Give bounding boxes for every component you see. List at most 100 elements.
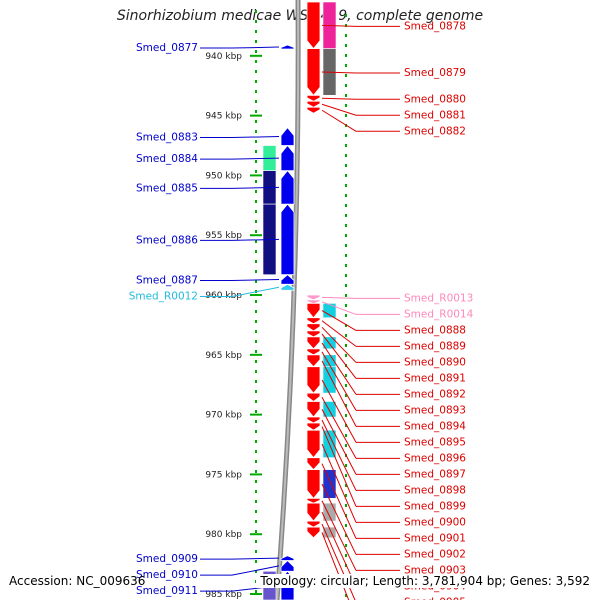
label-leader [321,71,357,74]
guide-dot [255,20,257,23]
guide-dot [255,450,257,453]
guide-dot [255,110,257,113]
guide-dot [255,90,257,93]
guide-dot [345,554,347,557]
guide-dot [345,394,347,397]
guide-dot [345,84,347,87]
guide-dot [345,24,347,27]
label-leader [321,296,357,299]
reverse-gene-arrow [306,457,321,471]
label-leader [321,24,357,27]
guide-dot [255,400,257,403]
guide-dot [255,460,257,463]
gene-label: Smed_0883 [136,132,198,144]
guide-dot [345,434,347,437]
guide-dot [255,370,257,373]
guide-dot [255,430,257,433]
guide-dot [345,504,347,507]
guide-dot [255,150,257,153]
forward-gene-arrow [280,144,295,172]
guide-dot [345,284,347,287]
reverse-gene-arrow [306,294,321,301]
guide-dot [255,300,257,303]
gene-label: Smed_0911 [136,585,198,597]
label-leader [321,379,357,443]
genome-summary: Topology: circular; Length: 3,781,904 bp… [256,574,590,588]
label-leader [321,483,357,555]
guide-dot [345,234,347,237]
reverse-domain-block [322,526,337,539]
gene-label: Smed_0898 [404,484,466,496]
guide-dot [255,140,257,143]
guide-dot [255,280,257,283]
ruler-tick-label: 980 kbp [205,530,242,540]
reverse-domain-block [322,336,337,350]
gene-label: Smed_0879 [404,67,466,79]
label-leader [321,500,357,571]
guide-dot [345,384,347,387]
reverse-gene-arrow [306,100,321,108]
guide-dot [345,144,347,147]
guide-dot [345,104,347,107]
reverse-domain-block [322,469,337,499]
guide-dot [255,380,257,383]
reverse-gene-arrow [306,348,321,356]
label-leader [321,301,357,315]
guide-dot [345,74,347,77]
reverse-gene-arrow [306,526,321,539]
ruler-tick-label: 975 kbp [205,470,242,480]
reverse-gene-arrow [306,429,321,459]
label-leader [321,443,357,523]
label-leader [321,310,357,331]
guide-dot [255,130,257,133]
ruler-tick-label: 945 kbp [205,112,242,122]
forward-gene-arrow [280,283,295,291]
label-leader [231,238,280,241]
label-leader [321,109,357,132]
reverse-gene-arrow [306,502,321,522]
label-leader [321,426,357,507]
gene-label: Smed_0881 [404,109,466,121]
guide-dot [345,34,347,37]
guide-dot [345,264,347,267]
reverse-gene-arrow [306,106,321,114]
guide-dot [345,304,347,307]
guide-dot [255,330,257,333]
label-leader [321,463,357,539]
gene-label: Smed_0902 [404,548,466,560]
guide-dot [255,590,257,593]
gene-label: Smed_R0013 [404,292,473,304]
label-leader [321,333,357,379]
forward-gene-arrow [280,203,295,276]
forward-gene-arrow [280,274,295,285]
guide-dot [255,70,257,73]
guide-dot [255,30,257,33]
guide-dot [345,294,347,297]
gene-label: Smed_0897 [404,468,466,480]
ruler-tick-label: 965 kbp [205,351,242,361]
label-leader [321,351,357,411]
guide-dot [255,50,257,53]
forward-gene-arrow [280,170,295,205]
gene-label: Smed_0895 [404,436,466,448]
reverse-gene-arrow [306,422,321,431]
genome-backbone-highlight [276,0,300,600]
forward-gene-arrow [280,126,295,146]
label-leader [321,409,357,475]
guide-dot [255,470,257,473]
guide-dot [255,420,257,423]
reverse-gene-arrow [306,330,321,338]
gene-label: Smed_0887 [136,274,198,286]
label-leader [321,342,357,395]
guide-dot [255,340,257,343]
guide-dot [255,500,257,503]
guide-dot [255,580,257,583]
reverse-gene-arrow [306,336,321,350]
guide-dot [255,360,257,363]
guide-dot [345,154,347,157]
reverse-domain-block [322,366,337,394]
guide-dot [345,524,347,527]
gene-label: Smed_0899 [404,500,466,512]
reverse-gene-arrow [306,299,321,305]
guide-dot [255,440,257,443]
